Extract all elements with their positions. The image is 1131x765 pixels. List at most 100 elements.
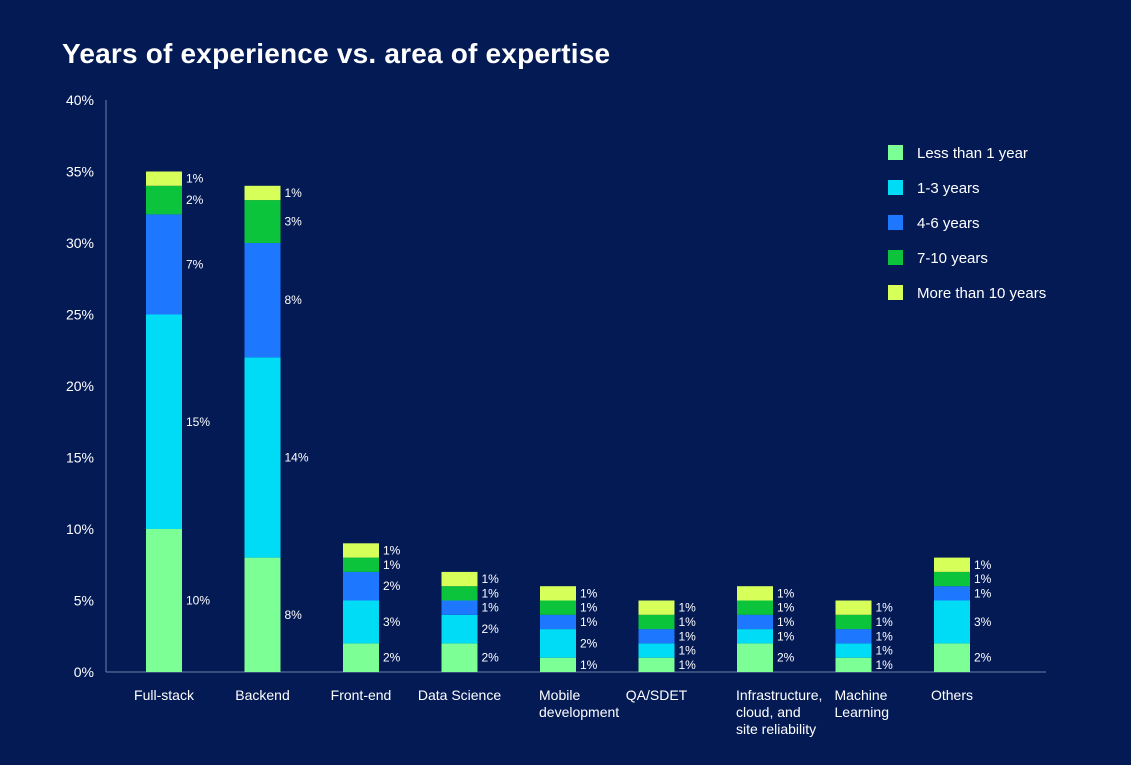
bar-segment	[146, 314, 182, 529]
bar-segment	[934, 586, 970, 601]
bar-segment	[441, 571, 478, 587]
legend-label: More than 10 years	[917, 285, 1046, 302]
bar-segment	[638, 629, 675, 644]
bar-stack: 1%1%1%1%1%	[835, 600, 894, 672]
value-label: 2%	[974, 651, 992, 665]
bar-segment	[835, 614, 872, 630]
bar-segment	[934, 557, 970, 572]
bar-segment	[737, 614, 773, 630]
value-label: 1%	[186, 172, 204, 186]
bar-segment	[737, 600, 773, 615]
chart-title: Years of experience vs. area of expertis…	[62, 38, 611, 69]
bar-segment	[934, 571, 970, 587]
bar-segment	[737, 586, 773, 601]
bar-segment	[638, 600, 675, 615]
value-label: 1%	[580, 658, 598, 672]
bar-segment	[146, 185, 182, 215]
category-label: Front-end	[331, 687, 392, 703]
value-label: 3%	[974, 615, 992, 629]
y-tick-label: 5%	[74, 593, 94, 609]
bar-segment	[441, 643, 478, 672]
legend-label: 7-10 years	[917, 250, 988, 267]
bar-segment	[146, 214, 182, 315]
legend-item: 4-6 years	[888, 215, 980, 232]
y-tick-label: 35%	[66, 164, 94, 180]
bar-segment	[343, 571, 379, 601]
value-label: 1%	[876, 601, 894, 615]
y-tick-label: 15%	[66, 450, 94, 466]
bar-segment	[441, 614, 478, 644]
bar-stack: 10% 15% 7% 2% 1%	[146, 171, 210, 672]
value-label: 2%	[482, 651, 500, 665]
bar-segment	[146, 171, 182, 186]
value-label: 1%	[777, 586, 795, 600]
y-tick-label: 40%	[66, 92, 94, 108]
value-label: 2%	[777, 651, 795, 665]
bar-segment	[934, 643, 970, 672]
legend-swatch	[888, 145, 903, 160]
value-label: 1%	[285, 186, 303, 200]
y-tick-label: 20%	[66, 378, 94, 394]
value-label: 8%	[285, 608, 303, 622]
value-label: 2%	[482, 622, 500, 636]
bar-segment	[146, 529, 182, 672]
bar-segment	[343, 643, 379, 672]
value-label: 2%	[580, 636, 598, 650]
value-label: 1%	[974, 558, 992, 572]
bar-segment	[737, 629, 773, 644]
bar-stack: 2%1%1%1%1%	[737, 586, 795, 672]
bar-segment	[540, 657, 576, 672]
category-label: Others	[931, 687, 973, 703]
legend-item: Less than 1 year	[888, 145, 1028, 162]
bar-segment	[244, 200, 281, 243]
legend-item: 7-10 years	[888, 250, 988, 267]
bar-segment	[934, 600, 970, 644]
category-label: QA/SDET	[626, 687, 688, 703]
value-label: 1%	[876, 629, 894, 643]
legend-swatch	[888, 250, 903, 265]
y-axis: 0% 5% 10% 15% 20% 25% 30% 35% 40%	[66, 92, 107, 680]
bar-segment	[343, 557, 379, 572]
value-label: 2%	[383, 579, 401, 593]
y-tick-label: 10%	[66, 521, 94, 537]
category-label: Backend	[235, 687, 289, 703]
bar-segment	[244, 357, 281, 558]
legend-item: More than 10 years	[888, 285, 1046, 302]
category-label: Data Science	[418, 687, 501, 703]
bar-segment	[540, 600, 576, 615]
value-label: 10%	[186, 594, 210, 608]
value-label: 2%	[383, 651, 401, 665]
value-label: 3%	[383, 615, 401, 629]
y-tick-label: 30%	[66, 235, 94, 251]
category-label: Mobile development	[539, 687, 619, 720]
value-label: 1%	[876, 644, 894, 658]
value-label: 1%	[580, 586, 598, 600]
value-label: 1%	[679, 644, 697, 658]
bar-segment	[244, 557, 281, 672]
bar-segment	[737, 643, 773, 672]
value-label: 1%	[679, 601, 697, 615]
bar-segment	[835, 629, 872, 644]
bar-segment	[638, 643, 675, 658]
bar-segment	[343, 600, 379, 644]
bar-segment	[244, 243, 281, 358]
value-label: 1%	[383, 558, 401, 572]
legend-item: 1-3 years	[888, 180, 980, 197]
category-label: Infrastructure, cloud, and site reliabilit…	[736, 687, 822, 737]
value-label: 1%	[974, 572, 992, 586]
bar-segment	[638, 614, 675, 630]
legend: Less than 1 year 1-3 years 4-6 years 7-10 y…	[888, 145, 1046, 302]
value-label: 1%	[383, 543, 401, 557]
value-label: 1%	[974, 586, 992, 600]
value-label: 1%	[580, 615, 598, 629]
legend-swatch	[888, 285, 903, 300]
bars: 10%15%7%2%1%8%14%8%3%1%2%3%2%1%1%2%2%1%1…	[146, 171, 992, 672]
bar-stack: 1%1%1%1%1%	[638, 600, 697, 672]
value-label: 1%	[777, 601, 795, 615]
bar-stack: 2%2%1%1%1%	[441, 571, 500, 672]
value-label: 1%	[482, 601, 500, 615]
bar-stack: 1%2%1%1%1%	[540, 586, 598, 672]
bar-segment	[540, 586, 576, 601]
value-label: 8%	[285, 293, 303, 307]
